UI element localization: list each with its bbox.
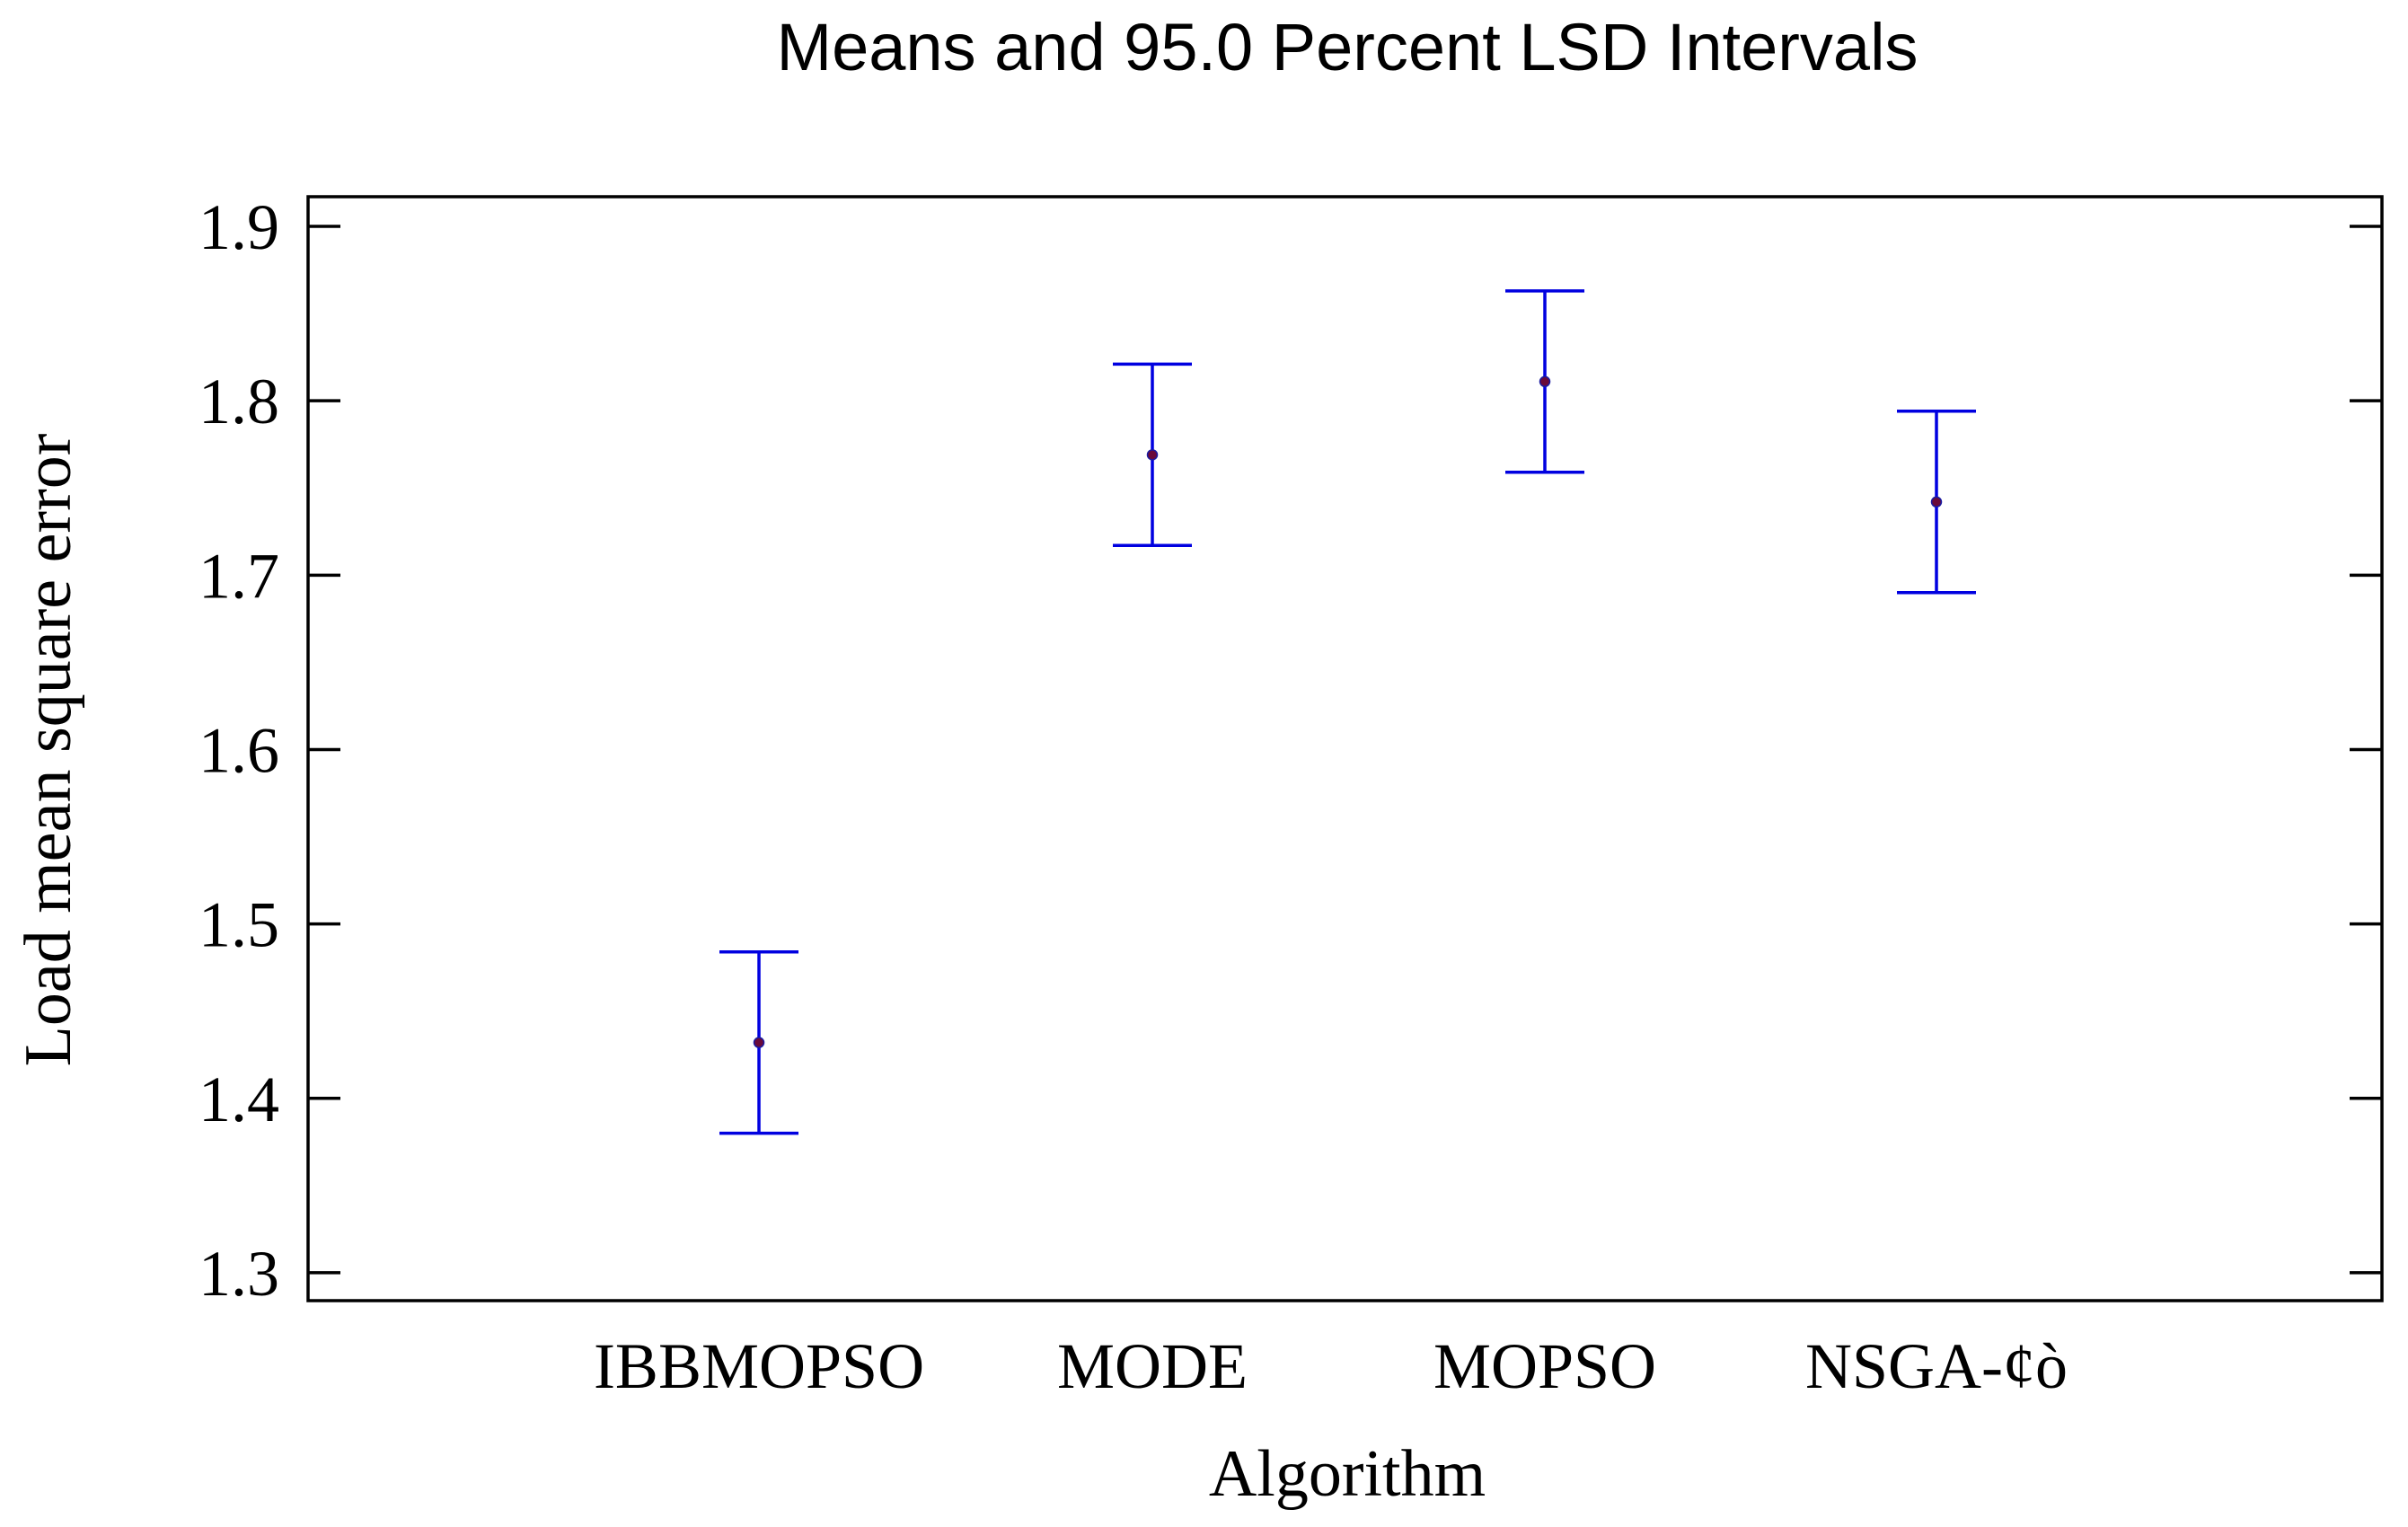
mean-point (1146, 449, 1159, 461)
mean-point (753, 1037, 765, 1048)
x-category-label: MOPSO (1433, 1330, 1656, 1402)
chart-title: Means and 95.0 Percent LSD Intervals (776, 10, 1918, 84)
y-axis-title: Load mean square error (12, 434, 85, 1067)
y-tick-label: 1.5 (198, 889, 279, 961)
y-tick-label: 1.7 (198, 540, 279, 612)
mean-point (1930, 496, 1943, 508)
plot-frame (306, 195, 2384, 1302)
y-axis: 1.3 1.4 1.5 1.6 1.7 1.8 1.9 (198, 191, 2382, 1310)
x-category-label: NSGA-¢ò (1805, 1330, 2068, 1402)
x-axis-title: Algorithm (1209, 1437, 1486, 1511)
y-tick-label: 1.8 (198, 366, 279, 437)
y-tick-label: 1.9 (198, 191, 279, 263)
y-tick-label: 1.3 (198, 1238, 279, 1310)
intervals (719, 289, 1976, 1135)
mean-point (1539, 375, 1551, 388)
x-axis: IBBMOPSO MODE MOPSO NSGA-¢ò (594, 1330, 2068, 1402)
y-tick-label: 1.4 (198, 1064, 279, 1135)
y-tick-label: 1.6 (198, 714, 279, 786)
x-category-label: MODE (1057, 1330, 1248, 1402)
x-category-label: IBBMOPSO (594, 1330, 924, 1402)
